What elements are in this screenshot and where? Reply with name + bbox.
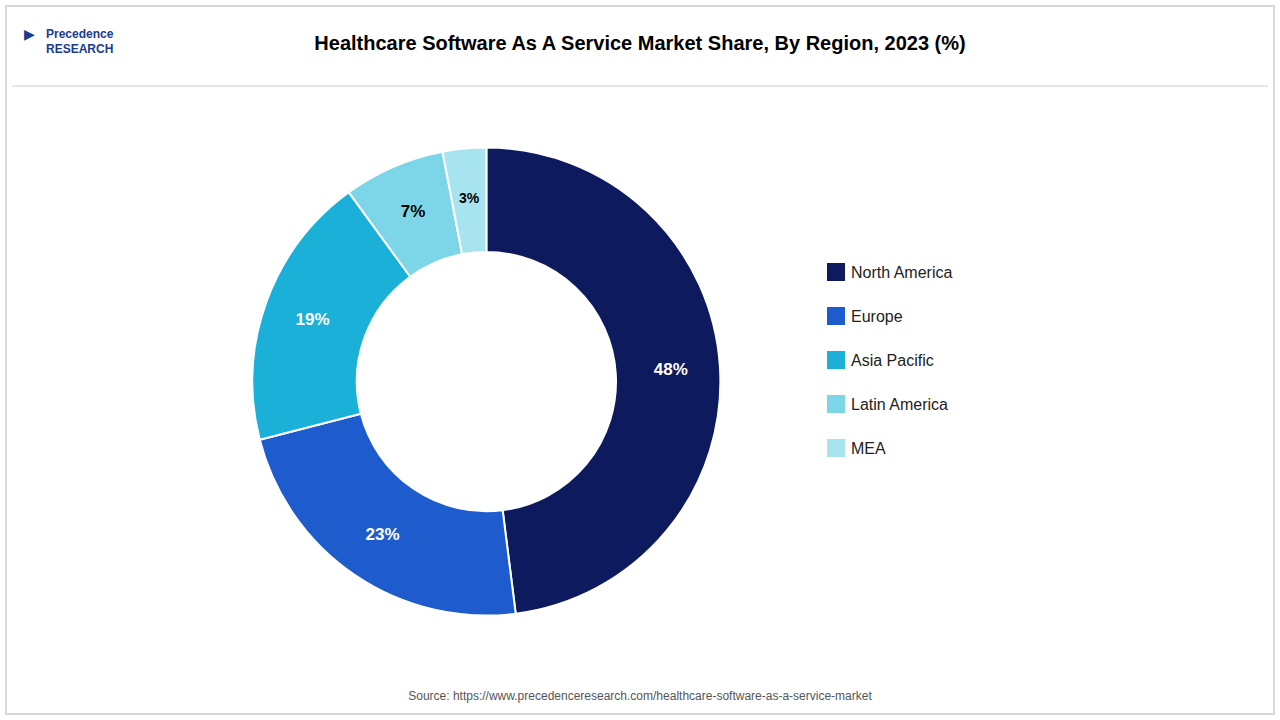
svg-text:19%: 19%	[296, 310, 330, 329]
svg-text:23%: 23%	[366, 525, 400, 544]
svg-text:7%: 7%	[401, 202, 426, 221]
svg-text:Source: https://www.precedence: Source: https://www.precedenceresearch.c…	[408, 689, 872, 703]
svg-text:Latin America: Latin America	[851, 396, 948, 413]
svg-text:North America: North America	[851, 264, 952, 281]
svg-text:Europe: Europe	[851, 308, 903, 325]
svg-text:MEA: MEA	[851, 440, 886, 457]
svg-text:Healthcare Software As A Servi: Healthcare Software As A Service Market …	[314, 32, 965, 54]
svg-text:Precedence: Precedence	[46, 27, 114, 41]
svg-text:Asia Pacific: Asia Pacific	[851, 352, 934, 369]
svg-text:48%: 48%	[654, 360, 688, 379]
svg-text:RESEARCH: RESEARCH	[46, 42, 113, 56]
svg-text:▶: ▶	[24, 26, 35, 42]
svg-text:3%: 3%	[459, 190, 480, 206]
